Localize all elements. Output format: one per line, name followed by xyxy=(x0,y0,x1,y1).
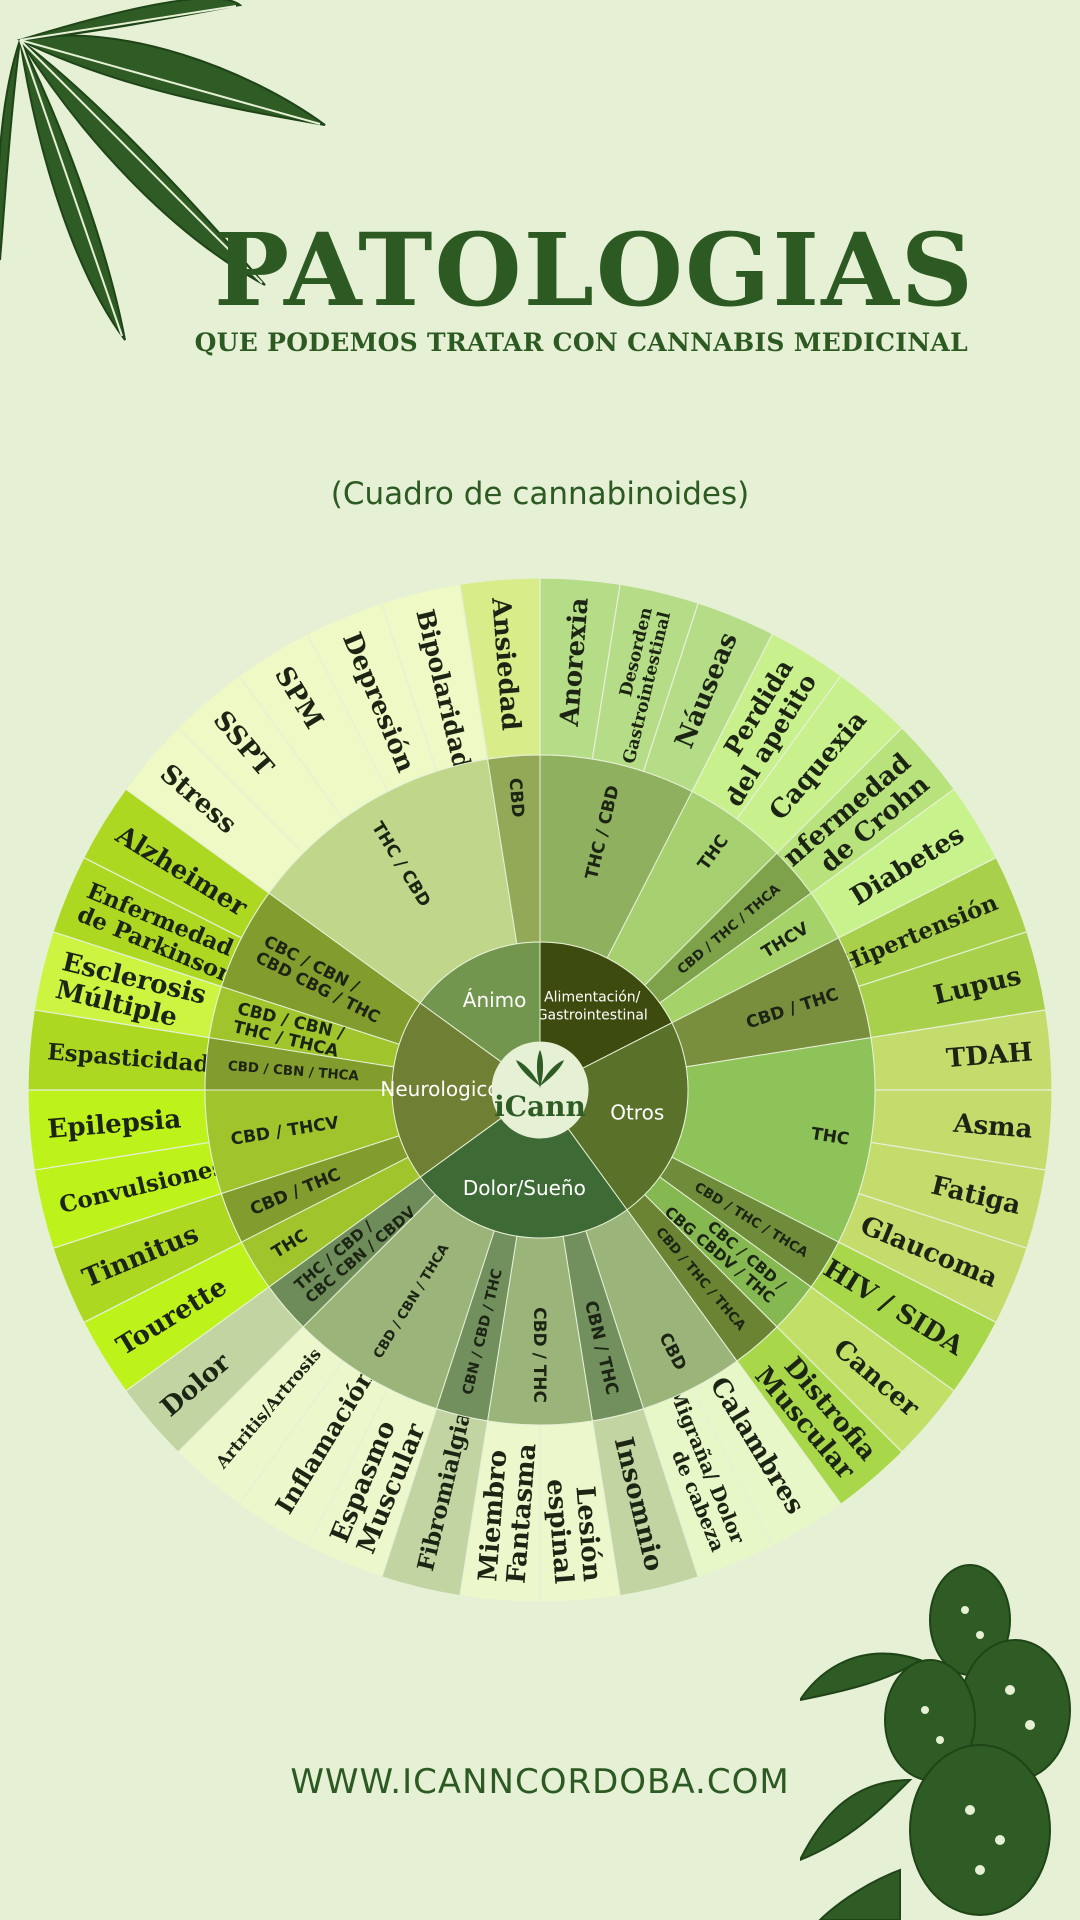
pathology-label: Lesiónespinal xyxy=(540,1476,607,1585)
pathology-label: MiembroFantasma xyxy=(473,1440,542,1585)
logo-badge xyxy=(492,1042,588,1138)
website-link[interactable]: WWW.ICANNCORDOBA.COM xyxy=(290,1762,790,1802)
pathology-label: EsclerosisMúltiple xyxy=(53,947,210,1038)
chart-caption: (Cuadro de cannabinoides) xyxy=(330,476,750,512)
page-subtitle: QUE PODEMOS TRATAR CON CANNABIS MEDICINA… xyxy=(194,328,968,357)
category-label: Dolor/Sueño xyxy=(463,1176,586,1200)
category-label: Otros xyxy=(610,1100,664,1124)
cannabis-leaf-icon xyxy=(0,0,326,341)
cannabis-leaf-icon xyxy=(516,1050,564,1088)
pathology-ring: Anorexia DesordenGastrointestinalNáuseasP… xyxy=(27,577,1053,1603)
page-title: PATOLOGIAS xyxy=(214,211,975,329)
cannabinoid-label: CBD / THC xyxy=(529,1307,549,1403)
pathology-label: Asma xyxy=(951,1109,1033,1145)
cannabinoid-label: CBD xyxy=(505,777,528,818)
category-label: Alimentación/Gastrointestinal xyxy=(537,990,648,1024)
category-label: Ánimo xyxy=(463,988,527,1012)
pathology-label: TDAH xyxy=(945,1037,1034,1074)
category-slice-neurologico[interactable] xyxy=(391,1002,502,1178)
category-label: Neurologico xyxy=(380,1077,499,1101)
category-ring: Alimentación/Gastrointestinal Otros Dolor/… xyxy=(380,941,689,1239)
cannabis-plant-icon xyxy=(800,1564,1071,1920)
center-logo: iCann xyxy=(492,1042,588,1138)
logo-text: iCann xyxy=(494,1090,586,1123)
pathology-wheel: Anorexia DesordenGastrointestinalNáuseasP… xyxy=(27,577,1053,1603)
